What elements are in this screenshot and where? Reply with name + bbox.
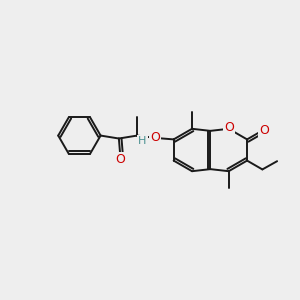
- Text: H: H: [138, 136, 147, 146]
- Text: O: O: [116, 153, 125, 166]
- Text: O: O: [150, 131, 160, 144]
- Text: O: O: [259, 124, 269, 137]
- Text: O: O: [224, 121, 234, 134]
